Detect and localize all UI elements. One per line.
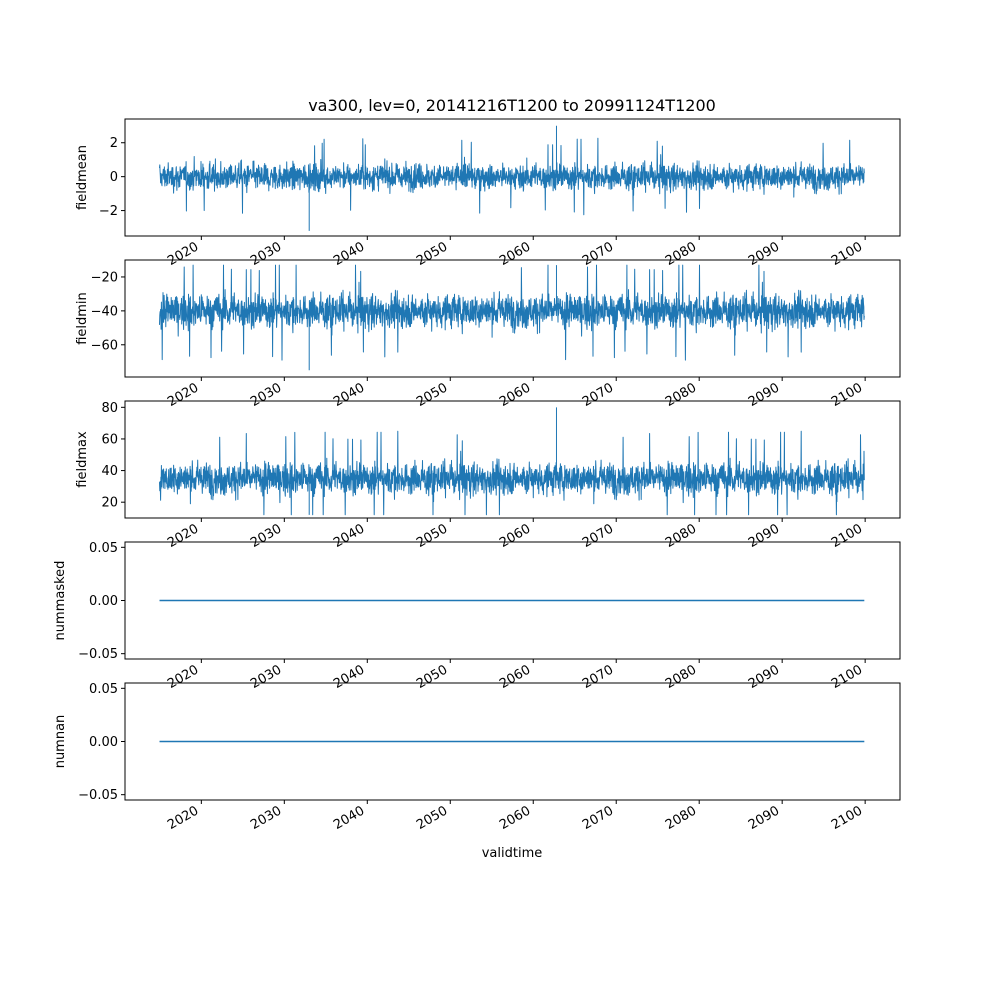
x-tick-label: 2100 bbox=[829, 380, 865, 410]
x-tick-label: 2070 bbox=[580, 380, 616, 410]
y-tick-label-nummasked: −0.05 bbox=[78, 647, 118, 662]
x-tick-label: 2050 bbox=[414, 239, 450, 269]
y-axis-label-fieldmax: fieldmax bbox=[75, 431, 90, 488]
axes-frame-fieldmin bbox=[124, 259, 901, 378]
x-tick-label: 2100 bbox=[829, 239, 865, 269]
x-tick-label: 2090 bbox=[746, 521, 782, 551]
x-tick-label: 2020 bbox=[165, 662, 201, 692]
x-tick-label: 2020 bbox=[165, 380, 201, 410]
series-line-fieldmin bbox=[159, 264, 865, 371]
x-tick-label: 2060 bbox=[497, 239, 533, 269]
panel-fieldmean: −2 0 2 2020 2030 2040 2050 2060 2070 2080 2090 2100… bbox=[75, 118, 901, 269]
panel-fieldmin: −60 −40 −20 2020 2030 2040 2050 2060 2070 2080 209… bbox=[75, 259, 901, 410]
x-axis-label: validtime bbox=[482, 846, 543, 861]
y-tick-label-numnan: −0.05 bbox=[78, 788, 118, 803]
y-axis-label-fieldmean: fieldmean bbox=[75, 145, 90, 210]
x-tick-label: 2090 bbox=[746, 239, 782, 269]
x-tick-label: 2060 bbox=[497, 521, 533, 551]
x-tick-label: 2100 bbox=[829, 662, 865, 692]
y-tick-label-nummasked: 0.05 bbox=[89, 541, 118, 556]
x-tick-label: 2060 bbox=[497, 662, 533, 692]
x-tick-label: 2090 bbox=[746, 380, 782, 410]
x-tick-label: 2030 bbox=[248, 662, 284, 692]
x-tick-label: 2080 bbox=[663, 803, 699, 833]
y-tick-label-fieldmax: 60 bbox=[101, 432, 118, 447]
x-tick-label: 2040 bbox=[331, 521, 367, 551]
x-tick-label: 2100 bbox=[829, 803, 865, 833]
x-tick-label: 2050 bbox=[414, 521, 450, 551]
series-line-fieldmean bbox=[159, 125, 865, 231]
x-tick-label: 2050 bbox=[414, 380, 450, 410]
x-tick-label: 2090 bbox=[746, 803, 782, 833]
y-tick-label-numnan: 0.00 bbox=[89, 735, 118, 750]
x-tick-label: 2020 bbox=[165, 239, 201, 269]
chart-title: va300, lev=0, 20141216T1200 to 20991124T… bbox=[308, 96, 716, 115]
x-tick-label: 2030 bbox=[248, 521, 284, 551]
panel-nummasked: −0.05 0.00 0.05 2020 2030 2040 2050 2060 2070 208… bbox=[53, 541, 901, 692]
x-tick-label: 2020 bbox=[165, 521, 201, 551]
y-tick-label-fieldmax: 80 bbox=[101, 401, 118, 416]
x-tick-label: 2050 bbox=[414, 662, 450, 692]
x-tick-label: 2090 bbox=[746, 662, 782, 692]
y-axis-label-nummasked: nummasked bbox=[53, 561, 68, 641]
x-tick-label: 2080 bbox=[663, 380, 699, 410]
y-tick-label-fieldmin: −40 bbox=[91, 304, 118, 319]
panel-numnan: −0.05 0.00 0.05 2020 2030 2040 2050 2060 2070 208… bbox=[53, 682, 901, 833]
x-tick-label: 2060 bbox=[497, 380, 533, 410]
axes-frame-fieldmean bbox=[124, 118, 901, 237]
x-tick-label: 2080 bbox=[663, 662, 699, 692]
x-tick-label: 2050 bbox=[414, 803, 450, 833]
x-tick-label: 2040 bbox=[331, 380, 367, 410]
x-tick-label: 2060 bbox=[497, 803, 533, 833]
axes-frame-fieldmax bbox=[124, 400, 901, 519]
x-tick-label: 2040 bbox=[331, 239, 367, 269]
y-axis-label-numnan: numnan bbox=[53, 715, 68, 769]
y-tick-label-fieldmin: −20 bbox=[91, 270, 118, 285]
x-tick-label: 2030 bbox=[248, 239, 284, 269]
y-tick-label-fieldmean: 2 bbox=[110, 136, 118, 151]
x-tick-label: 2100 bbox=[829, 521, 865, 551]
x-tick-label: 2040 bbox=[331, 662, 367, 692]
y-tick-label-nummasked: 0.00 bbox=[89, 594, 118, 609]
x-tick-label: 2080 bbox=[663, 239, 699, 269]
x-tick-label: 2020 bbox=[165, 803, 201, 833]
x-tick-label: 2030 bbox=[248, 380, 284, 410]
x-tick-label: 2070 bbox=[580, 662, 616, 692]
x-tick-label: 2070 bbox=[580, 239, 616, 269]
x-tick-label: 2080 bbox=[663, 521, 699, 551]
x-tick-label: 2070 bbox=[580, 521, 616, 551]
y-tick-label-fieldmax: 20 bbox=[101, 496, 118, 511]
y-tick-label-fieldmax: 40 bbox=[101, 464, 118, 479]
x-tick-label: 2070 bbox=[580, 803, 616, 833]
x-tick-label: 2030 bbox=[248, 803, 284, 833]
y-tick-label-fieldmin: −60 bbox=[91, 338, 118, 353]
y-axis-label-fieldmin: fieldmin bbox=[75, 292, 90, 345]
y-tick-label-numnan: 0.05 bbox=[89, 682, 118, 697]
y-tick-label-fieldmean: 0 bbox=[110, 170, 118, 185]
y-tick-label-fieldmean: −2 bbox=[99, 204, 118, 219]
x-tick-label: 2040 bbox=[331, 803, 367, 833]
series-line-fieldmax bbox=[159, 407, 865, 516]
